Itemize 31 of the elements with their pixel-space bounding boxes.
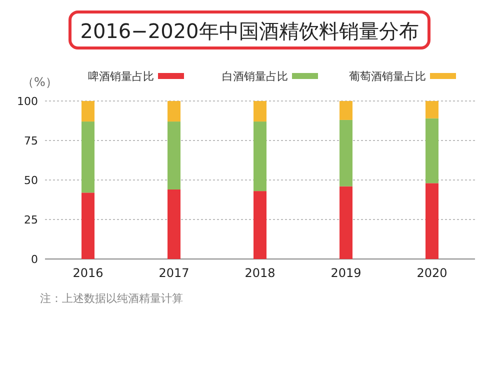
bar xyxy=(168,122,180,190)
bar xyxy=(82,122,94,193)
x-tick-label: 2017 xyxy=(158,266,190,280)
x-tick-label: 2019 xyxy=(330,266,362,280)
bar xyxy=(168,189,180,259)
bar xyxy=(426,101,438,118)
bar xyxy=(426,118,438,184)
y-tick-label: 25 xyxy=(24,214,38,226)
bar xyxy=(168,101,180,122)
x-tick-label: 2016 xyxy=(72,266,104,280)
bar xyxy=(82,101,94,122)
bar xyxy=(82,192,94,259)
chart-title: 2016−2020年中国酒精饮料销量分布 xyxy=(80,19,419,43)
bar xyxy=(254,122,266,192)
bar xyxy=(340,101,352,120)
legend-label: 啤酒销量占比 xyxy=(88,70,154,83)
y-tick-label: 100 xyxy=(17,95,38,108)
x-tick-label: 2020 xyxy=(416,266,448,280)
legend-label: 白酒销量占比 xyxy=(222,70,288,83)
bar xyxy=(340,120,352,186)
bar xyxy=(254,101,266,122)
legend-label: 葡萄酒销量占比 xyxy=(349,70,426,83)
x-tick-label: 2018 xyxy=(244,266,276,280)
bar xyxy=(426,183,438,259)
text: 注：上述数据以纯酒精量计算 xyxy=(40,292,183,305)
y-tick-label: 75 xyxy=(24,134,38,148)
y-tick-label: 0 xyxy=(31,253,38,266)
y-axis-title: （%） xyxy=(22,75,58,89)
y-tick-label: 50 xyxy=(24,174,38,187)
bar xyxy=(254,191,266,259)
bar xyxy=(340,186,352,259)
